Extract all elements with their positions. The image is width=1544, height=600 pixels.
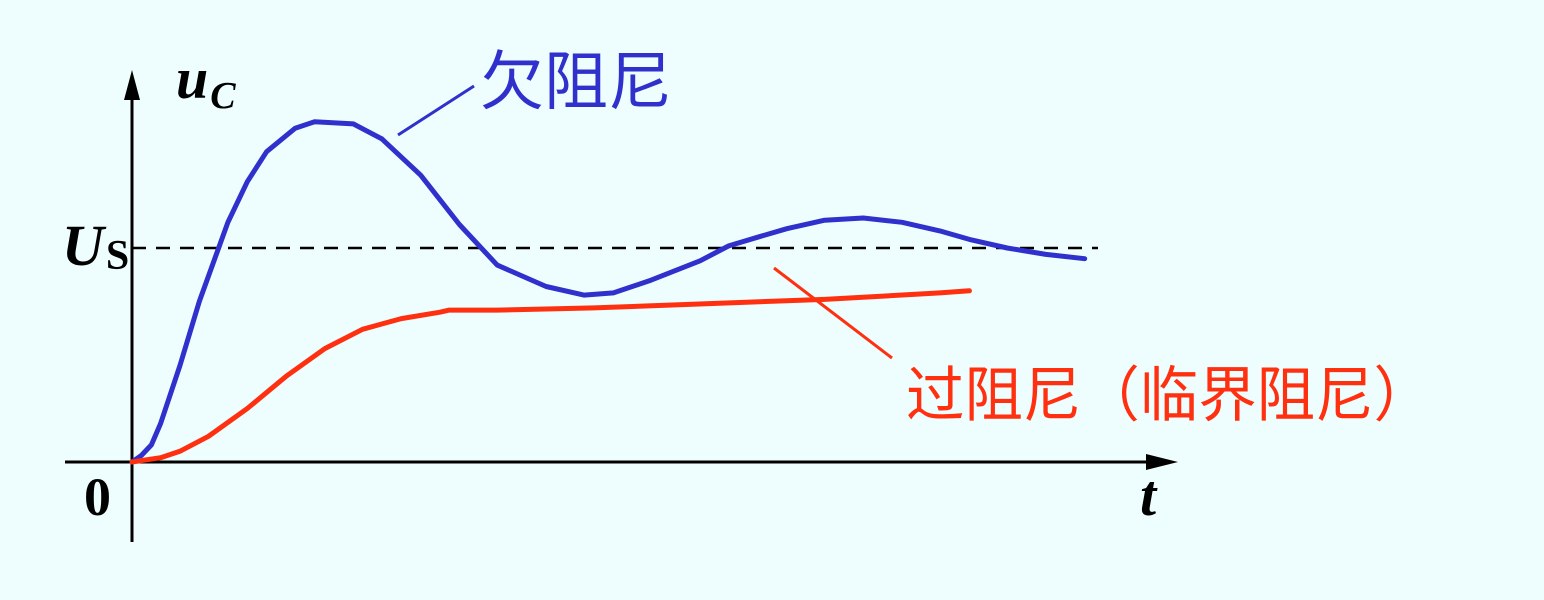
y-axis-label-subscript: C <box>210 75 236 117</box>
underdamped-leader-line <box>397 84 475 137</box>
overdamped-leader-line <box>773 266 893 360</box>
x-axis-label: t <box>1140 463 1158 528</box>
us-reference-label: US <box>62 213 129 279</box>
x-axis-arrow <box>1146 454 1178 470</box>
y-axis-arrow <box>124 70 140 100</box>
overdamped-curve <box>129 288 972 465</box>
underdamped-label: 欠阻尼 <box>480 46 672 120</box>
underdamped-curve <box>129 119 1088 465</box>
overdamped-label: 过阻尼（临界阻尼） <box>906 361 1432 431</box>
origin-label: 0 <box>84 467 111 527</box>
us-reference-label-subscript: S <box>106 233 129 279</box>
y-axis-label: uC <box>176 46 236 117</box>
